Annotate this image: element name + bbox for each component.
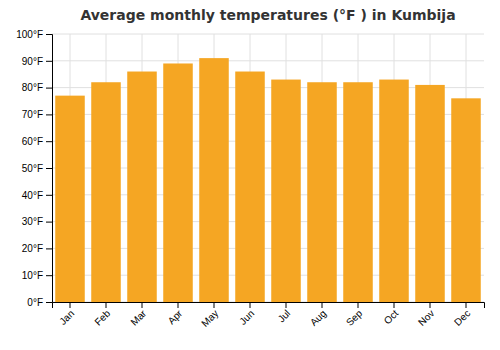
x-tick-label: Mar (128, 307, 148, 327)
y-tick-mark (46, 88, 52, 89)
y-tick-label: 10°F (22, 270, 43, 281)
x-tick: Dec (452, 302, 472, 328)
y-tick-label: 0°F (27, 297, 43, 308)
x-tick-label: Dec (452, 308, 472, 328)
y-tick-label: 90°F (22, 56, 43, 67)
x-tick-label: Nov (416, 308, 436, 328)
x-tick-label: Apr (166, 307, 185, 326)
bar (307, 82, 337, 302)
x-tick: Feb (92, 302, 112, 328)
x-tick-label: Jul (276, 308, 293, 325)
bar (415, 85, 445, 302)
y-tick: 60°F (22, 136, 52, 147)
x-tick: Oct (382, 302, 401, 326)
x-tick: Jul (276, 302, 293, 324)
x-tick: Sep (344, 302, 365, 328)
bar (199, 58, 229, 302)
y-tick: 90°F (22, 56, 52, 67)
y-grid-line (52, 60, 484, 61)
bar (379, 80, 409, 302)
y-tick: 30°F (22, 216, 52, 227)
x-tick-mark (430, 302, 431, 308)
x-tick: Jun (237, 302, 256, 327)
y-tick: 70°F (22, 109, 52, 120)
y-tick-label: 70°F (22, 109, 43, 120)
x-tick: Apr (166, 302, 185, 326)
title: Average monthly temperatures (°F ) in Ku… (80, 7, 455, 23)
x-tick-mark (394, 302, 395, 308)
y-tick-label: 20°F (22, 243, 43, 254)
y-tick-label: 60°F (22, 136, 43, 147)
x-tick-label: Oct (382, 308, 401, 327)
x-tick-label: Aug (308, 308, 328, 328)
y-tick-label: 40°F (22, 190, 43, 201)
plot: 0°F 10°F 20°F 30°F 40°F 50°F 60°F 70°F 80°F 90°F 1… (16, 29, 484, 329)
y-tick-mark (46, 114, 52, 115)
bar (127, 72, 157, 302)
x-tick: Aug (308, 302, 328, 328)
chart: 0°F 10°F 20°F 30°F 40°F 50°F 60°F 70°F 80°F 90°F 1… (0, 0, 500, 350)
y-tick-mark (46, 222, 52, 223)
x-tick-label: Jun (237, 308, 256, 327)
bar (451, 98, 481, 302)
y-tick: 0°F (27, 297, 52, 308)
y-tick-mark (46, 141, 52, 142)
y-tick: 40°F (22, 190, 52, 201)
y-axis-line (46, 35, 53, 303)
x-axis-line (53, 303, 485, 309)
x-tick-label: Jan (57, 308, 76, 327)
x-tick-mark (70, 302, 71, 308)
x-tick-mark (466, 302, 467, 308)
y-tick: 100°F (16, 29, 52, 40)
y-tick: 20°F (22, 243, 52, 254)
x-tick-mark (322, 302, 323, 308)
y-tick-mark (46, 34, 52, 35)
bar (235, 72, 265, 302)
bar (343, 82, 373, 302)
y-tick-label: 50°F (22, 163, 43, 174)
y-axis: 0°F 10°F 20°F 30°F 40°F 50°F 60°F 70°F 80°F 90°F 1… (16, 29, 52, 308)
x-tick-mark (178, 302, 179, 308)
bar (91, 82, 121, 302)
x-axis: Jan Feb Mar Apr May Jun Jul Aug Sep Oct Nov Dec (53, 302, 485, 329)
bar (271, 80, 301, 302)
y-tick-mark (46, 248, 52, 249)
bar (163, 63, 193, 302)
x-tick-mark (214, 302, 215, 308)
y-tick-mark (46, 168, 52, 169)
x-tick-mark (250, 302, 251, 308)
grid (52, 34, 484, 302)
x-tick-mark (142, 302, 143, 308)
bar (55, 96, 85, 302)
x-tick-mark (286, 302, 287, 308)
x-tick-label: May (199, 308, 220, 329)
x-tick: Jan (57, 302, 76, 327)
y-tick: 10°F (22, 270, 52, 281)
bars (55, 58, 481, 302)
y-tick-label: 80°F (22, 82, 43, 93)
y-tick-mark (46, 61, 52, 62)
y-tick: 50°F (22, 163, 52, 174)
y-tick-label: 30°F (22, 216, 43, 227)
x-tick-mark (358, 302, 359, 308)
y-tick-mark (46, 195, 52, 196)
y-tick-label: 100°F (16, 29, 43, 40)
y-grid-line (52, 34, 484, 35)
y-tick: 80°F (22, 82, 52, 93)
y-tick-mark (46, 302, 52, 303)
x-tick: Mar (128, 302, 148, 328)
y-tick-mark (46, 275, 52, 276)
x-tick: Nov (416, 302, 436, 328)
x-tick-label: Sep (344, 307, 365, 328)
x-tick: May (199, 302, 220, 329)
x-tick-label: Feb (92, 307, 112, 327)
x-tick-mark (106, 302, 107, 308)
